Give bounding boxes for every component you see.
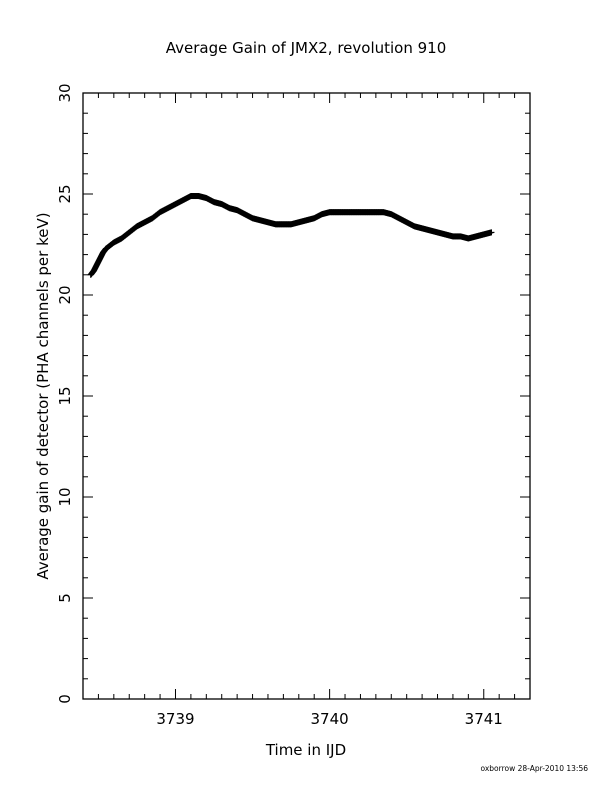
chart-title: Average Gain of JMX2, revolution 910 <box>166 39 447 57</box>
x-axis-label: Time in IJD <box>265 741 346 759</box>
y-axis: 0 5 10 15 20 25 30 <box>56 83 530 704</box>
x-axis: 3739 3740 3741 <box>82 93 531 728</box>
data-point-fill <box>487 229 494 236</box>
y-axis-label: Average gain of detector (PHA channels p… <box>34 212 52 579</box>
y-tick-label: 5 <box>56 593 74 603</box>
x-tick-label: 3740 <box>311 710 349 728</box>
footer-credit: oxborrow 28-Apr-2010 13:56 <box>481 764 589 773</box>
y-tick-label: 20 <box>56 285 74 304</box>
y-tick-label: 25 <box>56 184 74 203</box>
x-tick-label: 3741 <box>465 710 503 728</box>
y-tick-label: 30 <box>56 83 74 102</box>
y-tick-label: 0 <box>56 694 74 704</box>
x-tick-label: 3739 <box>156 710 194 728</box>
plot-frame <box>82 92 531 700</box>
y-tick-label: 15 <box>56 386 74 405</box>
y-tick-label: 10 <box>56 487 74 506</box>
data-points <box>87 193 495 278</box>
